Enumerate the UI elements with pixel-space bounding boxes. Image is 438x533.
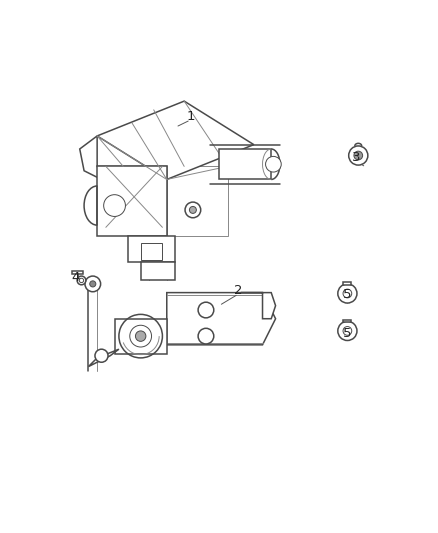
Circle shape bbox=[343, 327, 352, 335]
Polygon shape bbox=[241, 293, 276, 319]
Polygon shape bbox=[167, 166, 228, 236]
Polygon shape bbox=[97, 101, 254, 180]
Polygon shape bbox=[115, 319, 167, 353]
Circle shape bbox=[130, 325, 152, 347]
Circle shape bbox=[198, 328, 214, 344]
Text: 1: 1 bbox=[187, 110, 195, 123]
Polygon shape bbox=[167, 293, 276, 345]
Circle shape bbox=[349, 146, 368, 165]
Circle shape bbox=[198, 302, 214, 318]
Circle shape bbox=[185, 202, 201, 218]
Circle shape bbox=[79, 278, 84, 282]
Text: 3: 3 bbox=[352, 151, 360, 164]
Polygon shape bbox=[141, 262, 176, 279]
Circle shape bbox=[77, 276, 86, 285]
Polygon shape bbox=[343, 282, 351, 285]
Text: 2: 2 bbox=[234, 284, 243, 297]
Polygon shape bbox=[80, 136, 167, 184]
Polygon shape bbox=[343, 320, 351, 322]
Polygon shape bbox=[141, 243, 162, 260]
Polygon shape bbox=[127, 236, 176, 262]
Circle shape bbox=[189, 206, 196, 213]
Polygon shape bbox=[88, 349, 119, 367]
Text: 5: 5 bbox=[343, 288, 352, 301]
Circle shape bbox=[343, 289, 352, 298]
Text: 5: 5 bbox=[343, 327, 352, 341]
Polygon shape bbox=[97, 166, 167, 236]
Circle shape bbox=[85, 276, 101, 292]
Circle shape bbox=[104, 195, 125, 216]
Circle shape bbox=[265, 156, 281, 172]
Circle shape bbox=[95, 349, 108, 362]
Circle shape bbox=[90, 281, 96, 287]
Polygon shape bbox=[72, 271, 83, 274]
Polygon shape bbox=[219, 149, 271, 180]
Circle shape bbox=[135, 331, 146, 341]
Circle shape bbox=[338, 321, 357, 341]
Circle shape bbox=[338, 284, 357, 303]
Circle shape bbox=[354, 151, 363, 160]
Text: 4: 4 bbox=[71, 271, 80, 284]
